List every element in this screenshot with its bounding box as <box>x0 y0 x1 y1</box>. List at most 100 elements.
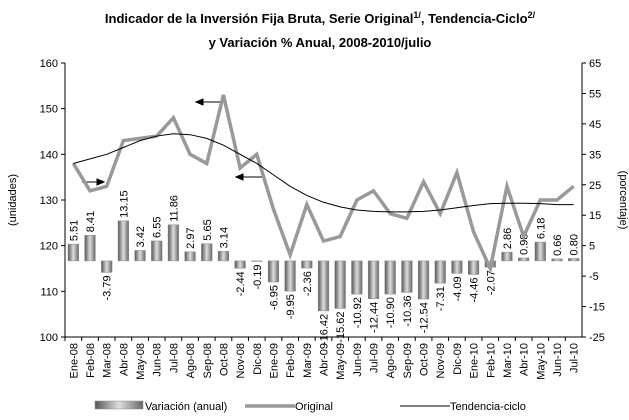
x-tick-label: Jul-10 <box>569 343 581 373</box>
bar <box>468 260 480 275</box>
line <box>73 133 574 213</box>
bar <box>351 260 363 295</box>
bar <box>251 260 263 262</box>
x-tick-label: Ene-08 <box>68 343 80 378</box>
data-label: 3.42 <box>135 226 147 247</box>
bar <box>67 243 79 262</box>
legend-swatch <box>94 400 144 410</box>
bar <box>551 258 563 262</box>
data-label: -10.36 <box>402 295 414 326</box>
data-label: 0.98 <box>519 233 531 254</box>
x-tick-label: Ene-09 <box>268 343 280 378</box>
x-tick-label: Abr-10 <box>519 343 531 376</box>
data-label: 13.15 <box>118 190 130 218</box>
data-label: 6.55 <box>152 217 164 238</box>
data-label: -10.92 <box>352 297 364 328</box>
data-label: -15.62 <box>335 311 347 342</box>
data-label: 2.86 <box>502 228 514 249</box>
data-label: 3.14 <box>218 227 230 248</box>
bar <box>434 260 446 284</box>
data-label: -3.79 <box>102 275 114 300</box>
legend-label: Tendencia-ciclo <box>450 401 526 413</box>
y2-tick-label: 55 <box>589 88 601 100</box>
y-tick-label: 100 <box>40 332 58 344</box>
data-label: 0.66 <box>552 234 564 255</box>
data-label: -6.95 <box>268 285 280 310</box>
x-tick-label: Nov-08 <box>235 343 247 378</box>
y-tick-label: 150 <box>40 104 58 116</box>
data-label: -12.54 <box>419 302 431 333</box>
x-tick-label: Mar-10 <box>502 343 514 378</box>
data-label: 8.41 <box>85 211 97 232</box>
x-tick-label: May-09 <box>335 343 347 380</box>
data-label: -9.95 <box>285 294 297 319</box>
legend-label: Original <box>295 401 333 413</box>
bar <box>134 250 146 262</box>
y2-tick-label: -15 <box>589 302 605 314</box>
data-label: -2.36 <box>302 271 314 296</box>
x-tick-label: Ene-10 <box>469 343 481 378</box>
x-tick-label: Abr-08 <box>118 343 130 376</box>
data-label: -4.09 <box>452 276 464 301</box>
bar <box>501 251 513 262</box>
bar <box>401 260 413 293</box>
x-tick-label: Sep-09 <box>402 343 414 378</box>
y-tick-label: 140 <box>40 149 58 161</box>
data-label: -7.31 <box>435 286 447 311</box>
bar <box>284 260 296 292</box>
x-tick-label: Oct-09 <box>419 343 431 376</box>
bar <box>384 260 396 295</box>
bar <box>451 260 463 274</box>
bar <box>417 260 430 300</box>
x-tick-label: Feb-10 <box>485 343 497 378</box>
annotation-arrows <box>82 98 262 186</box>
y-axis-label: (unidades) <box>7 174 19 226</box>
data-label: 5.65 <box>202 219 214 240</box>
x-tick-label: Ago-08 <box>185 343 197 378</box>
data-label: -4.46 <box>469 277 481 302</box>
data-label: 2.97 <box>185 227 197 248</box>
x-tick-label: Jul-08 <box>168 343 180 373</box>
bar <box>184 251 196 262</box>
title-sup: 2/ <box>528 10 536 20</box>
x-tick-label: May-08 <box>135 343 147 380</box>
y2-tick-label: 45 <box>589 119 601 131</box>
data-label: 0.80 <box>569 234 581 255</box>
x-tick-label: Feb-08 <box>85 343 97 378</box>
y-tick-label: 130 <box>40 195 58 207</box>
line <box>71 94 575 275</box>
data-label: -0.19 <box>252 264 264 289</box>
x-tick-label: Dic-08 <box>252 343 264 375</box>
y-tick-label: 160 <box>40 58 58 70</box>
y2-tick-label: 25 <box>589 180 601 192</box>
x-tick-label: Nov-09 <box>435 343 447 378</box>
x-tick-label: Oct-08 <box>218 343 230 376</box>
y2-axis-label: (porcentaje) <box>617 171 629 230</box>
data-label: -16.42 <box>319 314 331 345</box>
bar <box>101 260 113 273</box>
title-sup: 1/ <box>413 10 421 20</box>
bar <box>151 240 163 262</box>
y2-tick-label: 65 <box>589 58 601 70</box>
y-tick-label: 110 <box>40 286 58 298</box>
x-tick-label: Jun-10 <box>552 343 564 377</box>
bar <box>518 257 530 262</box>
bar <box>301 260 313 269</box>
data-label: -2.44 <box>235 271 247 296</box>
x-tick-label: Ago-09 <box>385 343 397 378</box>
bar <box>267 260 280 283</box>
bar <box>334 260 346 309</box>
bar <box>117 220 129 262</box>
title-part: Indicador de la Inversión Fija Bruta, Se… <box>105 11 413 26</box>
chart-title: Indicador de la Inversión Fija Bruta, Se… <box>105 10 536 26</box>
data-label: 11.86 <box>168 195 180 222</box>
chart-subtitle: y Variación % Anual, 2008-2010/julio <box>209 35 432 50</box>
data-label: 5.51 <box>68 220 80 241</box>
data-label: -10.90 <box>385 297 397 328</box>
bar <box>217 251 230 262</box>
y2-tick-label: 15 <box>589 210 601 222</box>
x-tick-label: Jun-08 <box>152 343 164 377</box>
x-tick-label: Abr-09 <box>319 343 331 376</box>
data-label: -2.07 <box>485 270 497 295</box>
bar <box>201 243 213 262</box>
